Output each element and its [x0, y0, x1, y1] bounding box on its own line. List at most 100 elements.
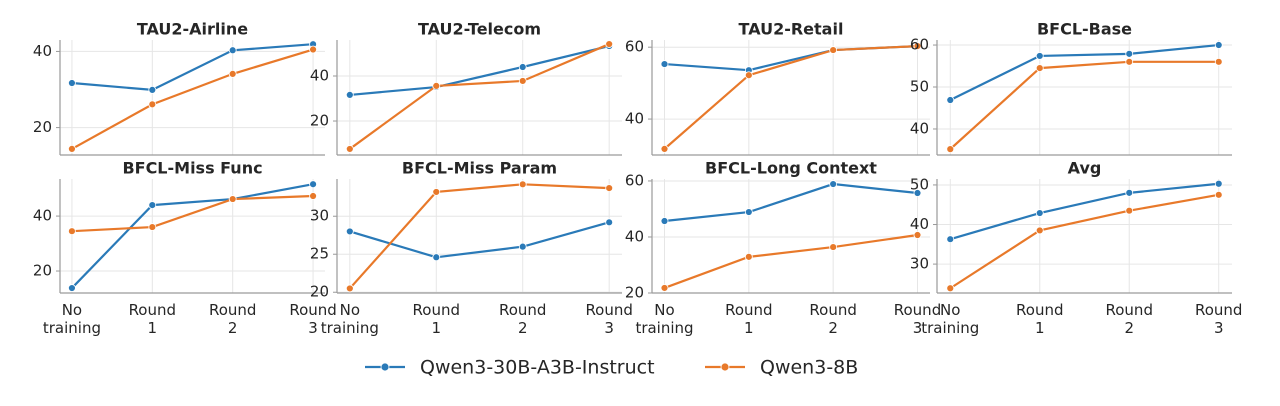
- series-line: [349, 183, 610, 290]
- x-tick-label: Round 1: [412, 301, 460, 337]
- x-tick-box: No training: [890, 301, 1010, 337]
- chart-title: BFCL-Long Context: [705, 159, 877, 178]
- legend-label: Qwen3-8B: [760, 357, 858, 379]
- y-tick-label: 20: [33, 118, 52, 136]
- point: [829, 46, 838, 54]
- x-tick-label: Round 2: [498, 301, 547, 337]
- x-tick-fo: Round 3: [1159, 301, 1279, 337]
- y-tick-label: 60: [910, 36, 929, 54]
- point: [432, 82, 441, 90]
- point: [148, 85, 157, 94]
- point: [518, 63, 527, 71]
- point: [660, 144, 669, 153]
- y-tick-label: 40: [910, 119, 929, 137]
- point: [309, 180, 317, 189]
- x-tick-label: Round 2: [809, 301, 857, 337]
- legend-marker: [380, 362, 390, 372]
- point: [68, 284, 76, 292]
- point: [946, 96, 955, 104]
- x-tick-box: Round 2: [173, 301, 293, 337]
- point: [432, 253, 441, 262]
- series-line: [71, 48, 314, 150]
- series-line: [949, 43, 1219, 102]
- point: [913, 42, 922, 51]
- x-tick-fo: No training: [12, 301, 132, 337]
- x-tick-fo: Round 1: [725, 301, 773, 337]
- series-line: [664, 233, 918, 289]
- point: [744, 252, 753, 261]
- x-tick-label: No training: [635, 301, 694, 337]
- point: [605, 218, 614, 227]
- y-tick-label: 40: [33, 42, 52, 60]
- x-tick-label: Round 1: [1016, 301, 1064, 337]
- point: [1214, 179, 1223, 188]
- x-tick-fo: Round 2: [173, 301, 293, 337]
- x-tick-box: Round 3: [549, 301, 669, 337]
- point: [946, 284, 955, 293]
- x-tick-label: Round 3: [585, 301, 633, 337]
- x-tick-fo: Round 3: [253, 301, 373, 337]
- point: [1214, 190, 1223, 199]
- y-tick-label: 20: [310, 283, 329, 301]
- point: [660, 284, 669, 292]
- x-tick-box: Round 1: [92, 301, 212, 337]
- point: [68, 227, 76, 236]
- point: [228, 69, 237, 78]
- point: [605, 184, 614, 193]
- point: [228, 195, 237, 203]
- point: [1035, 209, 1044, 217]
- x-tick-fo: Round 1: [92, 301, 212, 337]
- y-tick-label: 60: [625, 171, 644, 189]
- x-tick-fo: Round 2: [463, 301, 583, 337]
- point: [829, 180, 838, 188]
- series-line: [949, 193, 1219, 290]
- point: [148, 223, 157, 231]
- x-tick-label: Round 1: [128, 301, 177, 337]
- chart-title: Avg: [1068, 159, 1102, 178]
- point: [148, 201, 157, 209]
- point: [68, 79, 76, 87]
- chart-title: BFCL-Base: [1037, 20, 1132, 39]
- point: [1125, 49, 1134, 58]
- point: [1125, 57, 1134, 66]
- x-tick-label: No training: [921, 301, 980, 337]
- series-line: [71, 183, 314, 289]
- point: [744, 208, 753, 216]
- point: [518, 242, 527, 251]
- series-line: [71, 194, 314, 233]
- point: [345, 284, 354, 293]
- series-line: [349, 43, 610, 150]
- series-line: [663, 45, 918, 150]
- legend-label: Qwen3-30B-A3B-Instruct: [420, 357, 655, 379]
- point: [1125, 188, 1134, 197]
- chart-title: TAU2-Retail: [739, 20, 844, 39]
- point: [228, 46, 237, 55]
- legend-marker: [720, 362, 730, 372]
- point: [1035, 52, 1044, 60]
- x-tick-box: Round 1: [980, 301, 1100, 337]
- point: [432, 188, 441, 196]
- point: [913, 231, 922, 239]
- x-tick-box: Round 3: [1159, 301, 1279, 337]
- point: [1035, 226, 1044, 235]
- y-tick-label: 20: [310, 112, 329, 130]
- x-tick-box: No training: [290, 301, 410, 337]
- chart-title: BFCL-Miss Param: [402, 159, 557, 178]
- x-tick-box: Round 2: [463, 301, 583, 337]
- x-tick-label: Round 1: [725, 301, 773, 337]
- y-tick-label: 40: [625, 227, 644, 245]
- y-tick-label: 40: [310, 67, 329, 85]
- series-line: [349, 45, 610, 97]
- x-tick-fo: Round 1: [980, 301, 1100, 337]
- point: [1125, 206, 1134, 215]
- x-tick-label: Round 3: [893, 301, 942, 337]
- y-tick-label: 25: [310, 245, 329, 263]
- x-tick-label: Round 2: [1105, 301, 1153, 337]
- chart-title: BFCL-Miss Func: [122, 159, 262, 178]
- x-tick-fo: Round 3: [893, 301, 942, 337]
- point: [345, 91, 354, 99]
- point: [518, 180, 527, 189]
- x-tick-fo: Round 2: [1105, 301, 1153, 337]
- x-tick-box: No training: [12, 301, 132, 337]
- x-tick-box: Round 3: [253, 301, 373, 337]
